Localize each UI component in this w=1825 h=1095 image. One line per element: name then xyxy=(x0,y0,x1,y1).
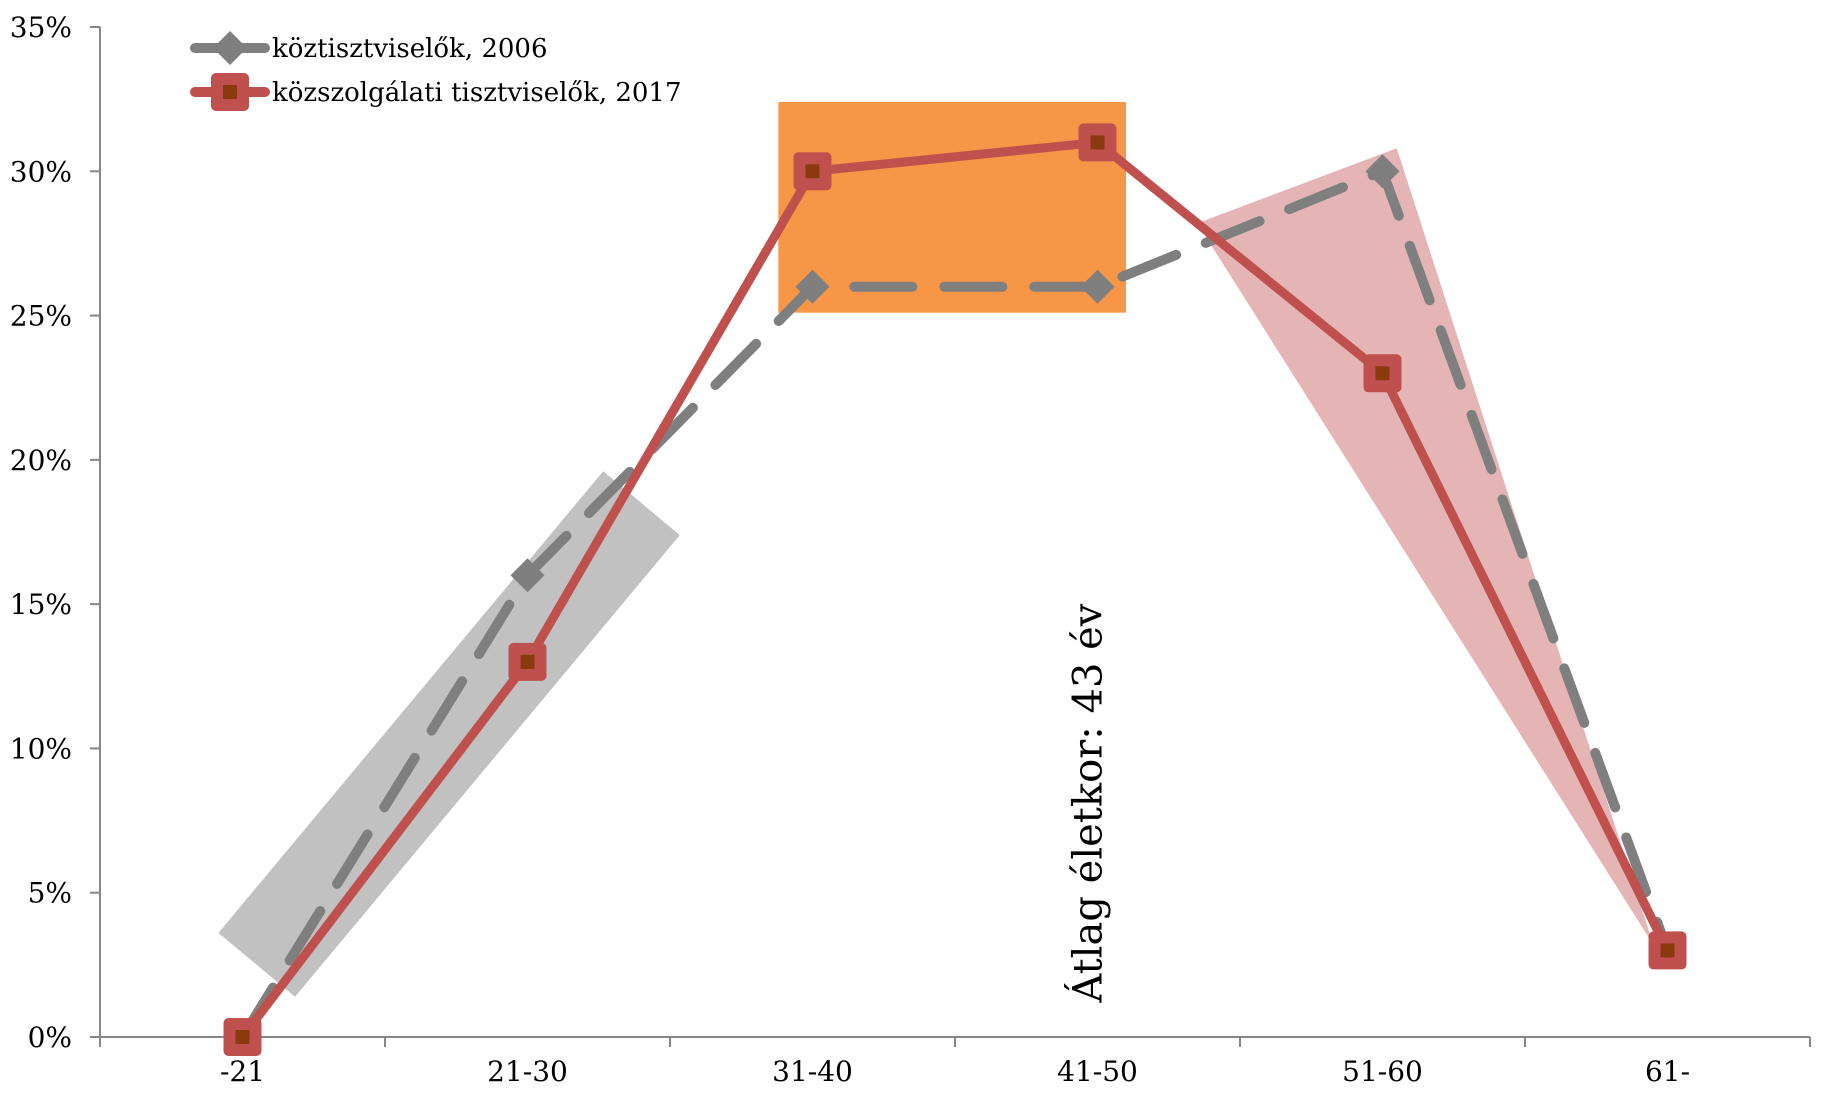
series-line xyxy=(238,137,1672,1042)
annotations: Átlag életkor: 43 év xyxy=(1065,603,1112,1003)
x-tick-label: 21-30 xyxy=(487,1055,568,1088)
y-tick-label: 20% xyxy=(10,444,72,477)
series-line xyxy=(237,166,1673,1042)
x-tick-label: 61- xyxy=(1645,1055,1690,1088)
legend-swatch-marker-center xyxy=(223,85,237,99)
highlight-triangle xyxy=(1197,148,1654,945)
x-tick-label: 51-60 xyxy=(1342,1055,1423,1088)
data-point xyxy=(510,558,545,593)
data-point-center xyxy=(1660,943,1675,958)
x-tick-label: 31-40 xyxy=(772,1055,853,1088)
data-point xyxy=(795,269,830,304)
legend-label: köztisztviselők, 2006 xyxy=(272,34,548,64)
legend-swatch-marker xyxy=(213,31,247,65)
x-tick-label: 41-50 xyxy=(1057,1055,1138,1088)
data-point xyxy=(1080,269,1115,304)
x-tick-label: -21 xyxy=(220,1055,265,1088)
highlight-band xyxy=(218,471,680,997)
highlight-rect xyxy=(778,102,1126,313)
y-tick-label: 0% xyxy=(28,1021,72,1054)
axes: 0% 5% 10% 15% 20% 25% 30% 35% -21 21-30 31-40 41-50… xyxy=(10,11,1811,1088)
data-point-center xyxy=(1375,366,1390,381)
legend: köztisztviselők, 2006 közszolgálati tiszt… xyxy=(190,31,682,111)
y-tick-label: 10% xyxy=(10,732,72,765)
y-tick-label: 35% xyxy=(10,11,72,44)
data-point-center xyxy=(1090,135,1105,150)
highlight-shapes xyxy=(218,102,1654,997)
data-point xyxy=(1365,154,1400,189)
annotation-text: Átlag életkor: 43 év xyxy=(1065,603,1112,1003)
series-markers xyxy=(223,123,1687,1056)
data-point-center xyxy=(520,654,535,669)
y-tick-label: 5% xyxy=(28,877,72,910)
data-point-center xyxy=(805,164,820,179)
legend-label: közszolgálati tisztviselők, 2017 xyxy=(272,78,682,108)
y-tick-label: 25% xyxy=(10,300,72,333)
series-lines xyxy=(237,137,1673,1042)
data-point-center xyxy=(235,1030,250,1044)
y-tick-label: 30% xyxy=(10,155,72,188)
y-tick-label: 15% xyxy=(10,588,72,621)
